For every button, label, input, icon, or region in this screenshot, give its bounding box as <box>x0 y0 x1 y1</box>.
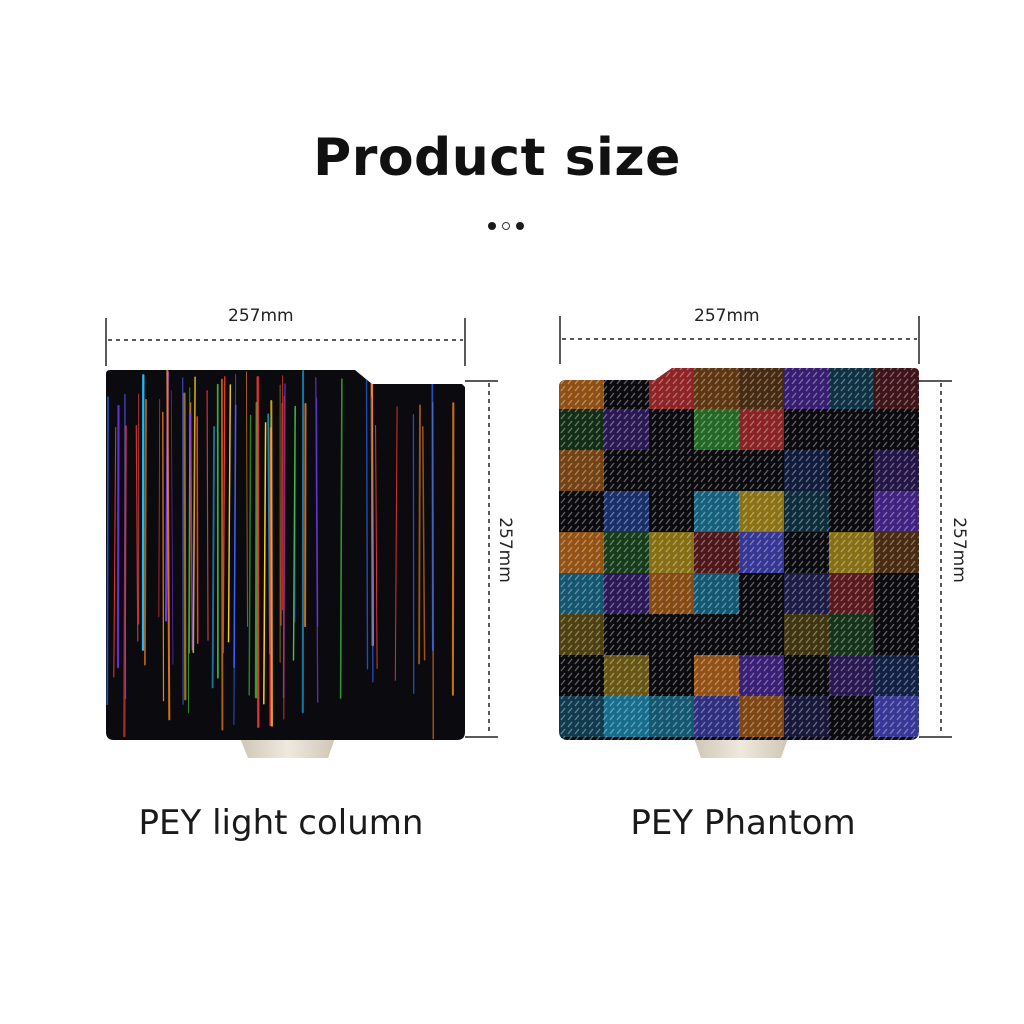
light-streak <box>375 425 378 669</box>
light-streak <box>189 413 194 651</box>
light-streak <box>196 416 199 644</box>
right-dimension-lines <box>559 316 952 738</box>
light-streak <box>124 394 127 700</box>
light-streak <box>206 390 209 641</box>
light-streak <box>143 398 147 666</box>
light-streak <box>166 370 171 721</box>
light-streak <box>280 402 283 626</box>
dot-filled <box>488 222 496 230</box>
light-streak <box>292 405 296 661</box>
left-plate <box>106 370 465 740</box>
light-streak <box>263 422 267 705</box>
light-streak <box>135 425 139 642</box>
light-streak <box>187 387 191 714</box>
product-name-phantom: PEY Phantom <box>630 803 856 843</box>
right-plate <box>559 368 919 740</box>
right-height-label: 257mm <box>948 517 969 583</box>
light-streak <box>246 371 248 627</box>
left-width-label: 257mm <box>228 306 294 326</box>
light-streak <box>113 427 117 678</box>
light-streak <box>222 376 226 654</box>
light-streak <box>220 378 224 731</box>
light-streak <box>158 399 161 618</box>
light-streak <box>365 375 369 670</box>
light-streak <box>254 401 258 699</box>
light-streak <box>170 390 174 665</box>
light-streak <box>422 426 426 661</box>
pagination-dots <box>486 221 528 233</box>
product-name-light-column: PEY light column <box>138 803 424 843</box>
light-streak <box>227 384 232 643</box>
page-title: Product size <box>313 128 681 188</box>
left-stand <box>240 738 335 758</box>
light-streak <box>211 425 216 689</box>
light-streak <box>183 392 187 701</box>
left-height-label: 257mm <box>494 517 515 583</box>
light-streak <box>431 370 434 652</box>
light-streak <box>106 396 109 706</box>
light-streak <box>116 404 120 669</box>
light-streak <box>233 374 237 726</box>
dot-hollow <box>502 222 510 230</box>
dot-filled <box>516 222 524 230</box>
light-streak <box>370 396 374 683</box>
light-streak <box>315 377 319 703</box>
light-streak <box>256 376 260 729</box>
light-streak <box>339 378 343 699</box>
left-dimension-lines <box>105 318 498 738</box>
right-width-label: 257mm <box>694 306 760 326</box>
light-streak <box>294 426 296 623</box>
light-streak <box>394 406 398 681</box>
light-streak <box>192 376 196 654</box>
light-streak <box>270 400 273 727</box>
right-stand <box>694 738 788 758</box>
light-streak <box>162 411 165 702</box>
light-streak <box>248 414 252 696</box>
light-streak <box>418 404 421 665</box>
